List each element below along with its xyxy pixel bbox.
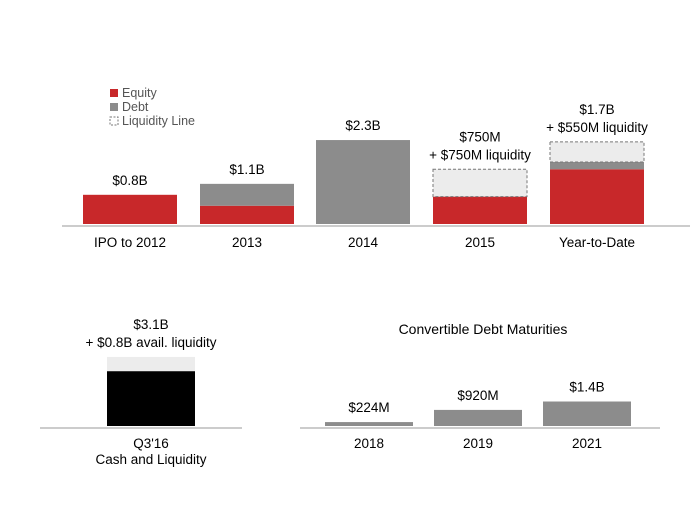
bar-2018: [325, 422, 413, 426]
bars: [83, 140, 645, 224]
x-tick-label: 2014: [348, 235, 379, 250]
x-tick-label: Year-to-Date: [559, 235, 635, 250]
x-tick-label: Cash and Liquidity: [95, 452, 206, 467]
bar-equity-year-to-date: [550, 169, 644, 224]
data-label: + $750M liquidity: [429, 147, 531, 162]
data-label: + $0.8B avail. liquidity: [86, 335, 217, 350]
data-label: $0.8B: [112, 173, 147, 188]
data-labels: $224M $920M $1.4B: [348, 380, 604, 416]
bar-equity-2015: [433, 196, 527, 224]
x-tick-labels: IPO to 2012 2013 2014 2015 Year-to-Date: [94, 235, 635, 250]
x-tick-label: 2021: [572, 436, 602, 451]
bar-liquidity-line-2015: [432, 168, 528, 198]
data-labels: $3.1B + $0.8B avail. liquidity: [86, 317, 217, 350]
data-label: $1.1B: [229, 162, 264, 177]
bar-debt-2014: [316, 140, 410, 224]
bar-debt-year-to-date: [550, 161, 644, 170]
legend-swatch-liquidity-line: [109, 116, 119, 126]
cash-liquidity-chart: $3.1B + $0.8B avail. liquidity Q3'16Cash …: [40, 317, 242, 467]
data-label: $224M: [348, 400, 389, 415]
bar-2021: [543, 401, 631, 426]
data-label: + $550M liquidity: [546, 120, 648, 135]
data-label: $3.1B: [133, 317, 168, 332]
bar-liquidity-line-year-to-date: [549, 141, 645, 163]
x-tick-label: 2018: [354, 436, 384, 451]
bar-cash: [107, 371, 195, 426]
data-label: $920M: [457, 388, 498, 403]
data-labels: $0.8B $1.1B $2.3B $750M + $750M liquidity $1.…: [112, 102, 648, 188]
legend-swatch-debt: [110, 103, 118, 111]
bar-equity-2013: [200, 205, 294, 224]
x-tick-label: 2019: [463, 436, 493, 451]
legend-label: Liquidity Line: [122, 114, 195, 128]
x-tick-label: 2013: [232, 235, 262, 250]
legend-label: Debt: [122, 100, 149, 114]
legend-swatch-equity: [110, 89, 118, 97]
bars: [325, 401, 631, 426]
chart-title: Convertible Debt Maturities: [399, 321, 568, 337]
bar-2019: [434, 409, 522, 426]
convertible-debt-chart: Convertible Debt Maturities $224M $920M $1…: [300, 321, 660, 451]
data-label: $2.3B: [345, 118, 380, 133]
data-label: $750M: [459, 129, 500, 144]
x-tick-label: Q3'16: [133, 436, 169, 451]
data-label: $1.4B: [569, 380, 604, 395]
bar-equity-ipo-to-2012: [83, 194, 177, 224]
bar-available-liquidity: [107, 356, 195, 372]
x-tick-label: IPO to 2012: [94, 235, 166, 250]
bar-debt-2013: [200, 183, 294, 206]
legend-label: Equity: [122, 86, 157, 100]
x-tick-labels: 2018 2019 2021: [354, 436, 602, 451]
bars: [107, 356, 195, 426]
x-tick-label: 2015: [465, 235, 495, 250]
data-label: $1.7B: [579, 102, 614, 117]
